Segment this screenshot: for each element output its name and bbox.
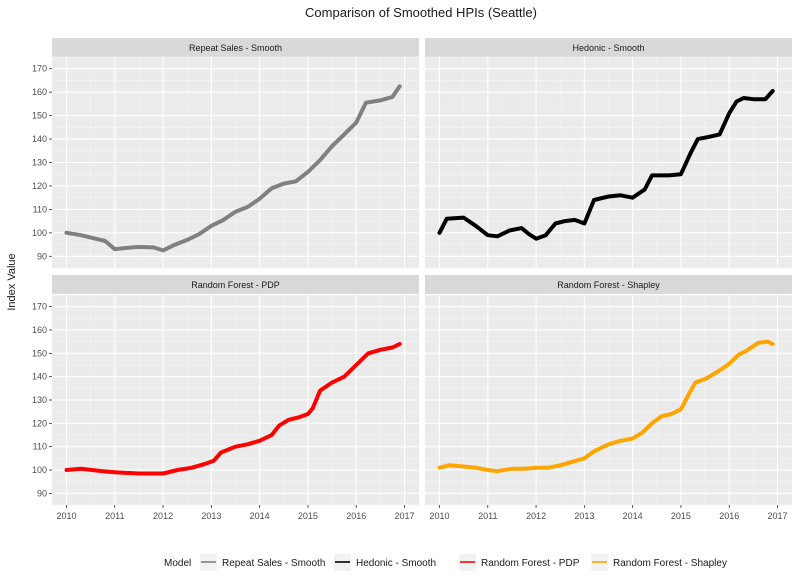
x-tick-label: 2015 [671, 511, 691, 521]
y-tick-label: 90 [37, 488, 47, 498]
legend-item: Repeat Sales - Smooth [200, 554, 325, 571]
facet-panel: Random Forest - Shapley 2010 2011 2012 2013 2… [425, 275, 792, 521]
x-tick-label: 2014 [623, 511, 643, 521]
series-line [64, 84, 402, 253]
series-line [437, 339, 775, 474]
x-tick-label: 2010 [56, 511, 76, 521]
y-tick-label: 160 [32, 325, 47, 335]
legend-item: Random Forest - Shapley [591, 554, 727, 571]
x-tick-label: 2015 [298, 511, 318, 521]
facet-strip [52, 275, 419, 294]
x-tick-label: 2017 [767, 511, 787, 521]
x-tick-label: 2016 [346, 511, 366, 521]
facet-strip [425, 38, 792, 57]
x-tick-label: 2017 [394, 511, 414, 521]
x-tick-label: 2012 [526, 511, 546, 521]
y-tick-label: 140 [32, 134, 47, 144]
x-tick-label: 2013 [574, 511, 594, 521]
x-tick-label: 2011 [105, 511, 124, 521]
facet-strip-label: Random Forest - PDP [191, 280, 280, 290]
legend-item: Hedonic - Smooth [334, 554, 436, 571]
y-tick-label: 120 [32, 181, 47, 191]
y-tick-label: 170 [32, 64, 47, 74]
y-tick-label: 110 [33, 442, 47, 452]
facet-strip-label: Hedonic - Smooth [572, 43, 644, 53]
facet-panel: Repeat Sales - Smooth 90 100 110 120 130 140 15… [32, 38, 419, 269]
y-tick-label: 100 [32, 465, 47, 475]
y-tick-label: 130 [32, 158, 47, 168]
facet-panels: Repeat Sales - Smooth 90 100 110 120 130 140 15… [32, 38, 792, 521]
series-line [437, 89, 775, 241]
series-line [64, 342, 402, 476]
facet-strip-label: Random Forest - Shapley [557, 280, 660, 290]
facet-strip-label: Repeat Sales - Smooth [189, 43, 282, 53]
facet-panel: Hedonic - Smooth [425, 38, 792, 269]
legend-item: Random Forest - PDP [459, 554, 580, 571]
legend: Model Repeat Sales - Smooth Hedonic - Smoo… [164, 554, 727, 571]
y-tick-label: 160 [32, 87, 47, 97]
y-tick-label: 110 [33, 204, 47, 214]
facet-strip [52, 38, 419, 57]
facet-panel: Random Forest - PDP 90 100 110 120 130 140 150 1… [32, 275, 419, 521]
y-tick-label: 90 [37, 251, 47, 261]
x-tick-label: 2011 [478, 511, 497, 521]
y-axis-label: Index Value [6, 253, 18, 310]
y-tick-label: 150 [32, 111, 47, 121]
legend-label: Hedonic - Smooth [356, 558, 436, 569]
y-tick-label: 150 [32, 348, 47, 358]
legend-label: Random Forest - Shapley [613, 558, 727, 569]
x-tick-label: 2016 [719, 511, 739, 521]
legend-label: Random Forest - PDP [481, 558, 580, 569]
x-tick-label: 2010 [429, 511, 449, 521]
y-tick-label: 100 [32, 228, 47, 238]
chart-title: Comparison of Smoothed HPIs (Seattle) [305, 5, 537, 20]
y-tick-label: 170 [32, 302, 47, 312]
x-tick-label: 2013 [201, 511, 221, 521]
x-tick-label: 2014 [250, 511, 270, 521]
legend-title: Model [164, 558, 191, 569]
x-tick-label: 2012 [153, 511, 173, 521]
facet-strip [425, 275, 792, 294]
y-tick-label: 140 [32, 372, 47, 382]
legend-label: Repeat Sales - Smooth [222, 558, 325, 569]
y-tick-label: 130 [32, 395, 47, 405]
y-tick-label: 120 [32, 418, 47, 428]
